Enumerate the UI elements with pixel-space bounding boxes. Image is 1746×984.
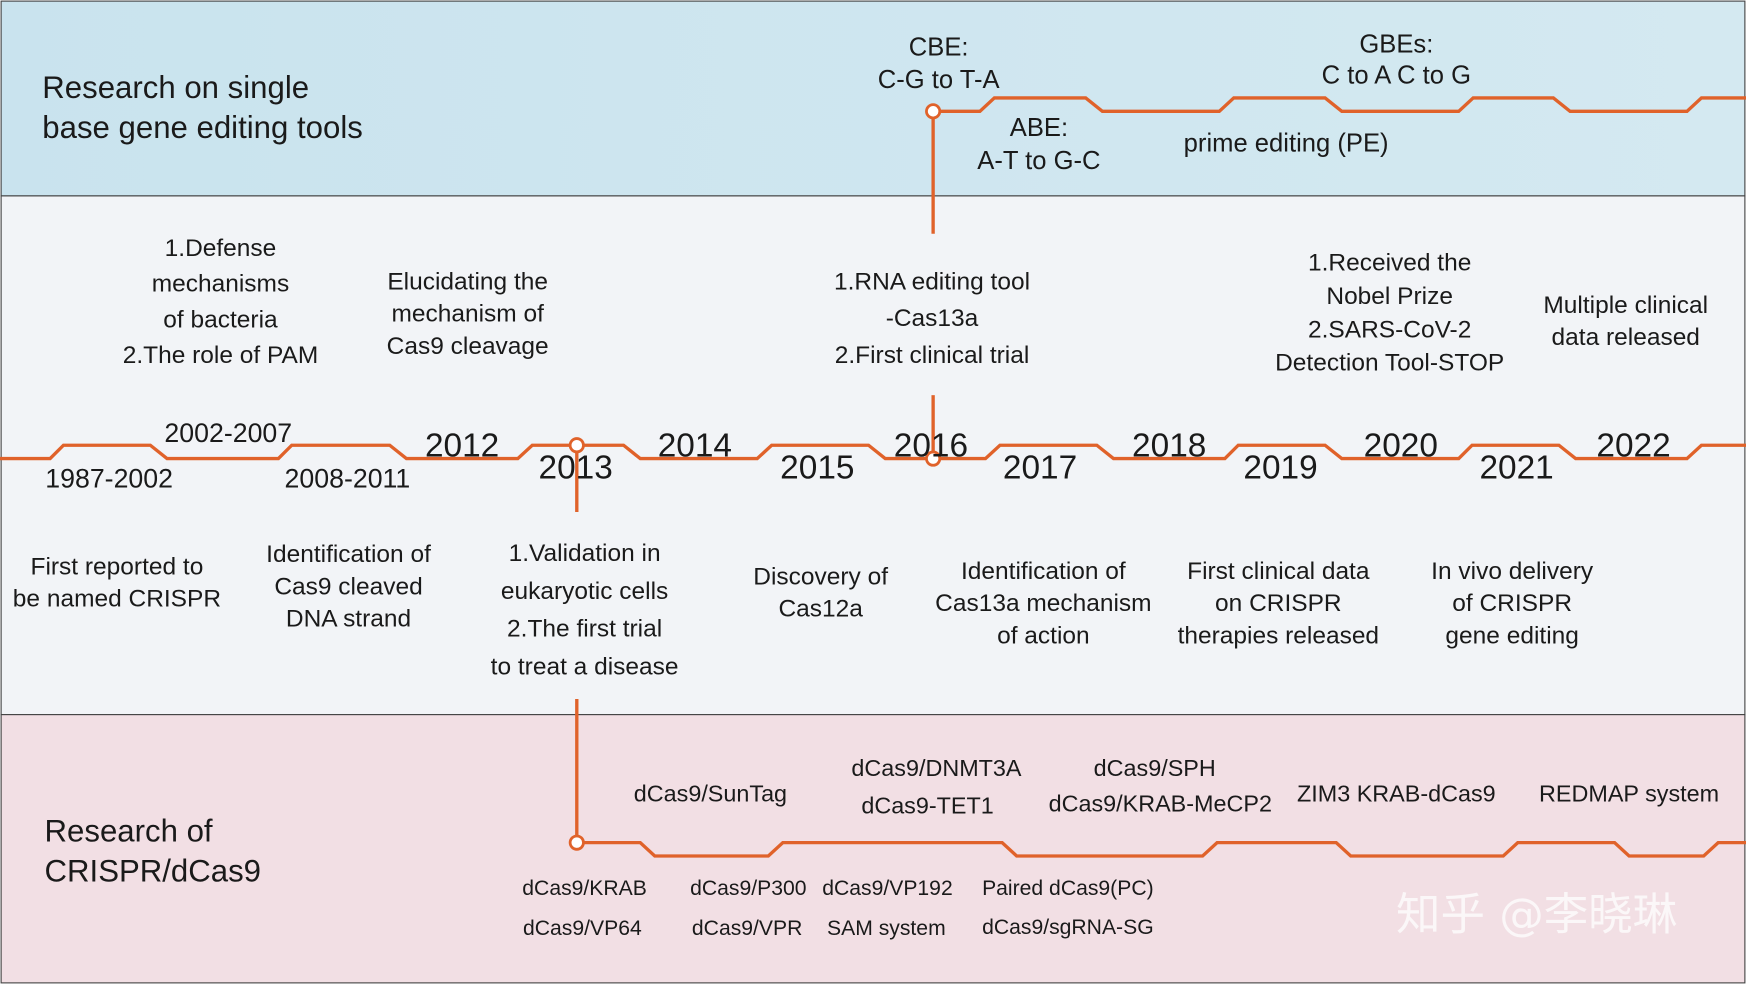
timeline-lines xyxy=(0,96,1746,858)
top-event: prime editing (PE) xyxy=(1184,129,1389,157)
period-label: 2008-2011 xyxy=(285,464,411,494)
period-label: 2016 xyxy=(894,427,968,464)
event-above: 1.Defense xyxy=(165,235,277,262)
top-event: GBEs: xyxy=(1359,30,1433,58)
timeline-nodes xyxy=(568,103,942,851)
tool-below: dCas9/KRAB xyxy=(522,877,647,900)
tool-above: ZIM3 KRAB-dCas9 xyxy=(1297,780,1496,806)
watermark: 知乎 @李晓琳 xyxy=(1396,888,1677,940)
tool-below: dCas9/VPR xyxy=(692,917,802,940)
event-above: mechanisms xyxy=(152,271,289,298)
tool-above: REDMAP system xyxy=(1539,780,1719,806)
tool-below: dCas9/sgRNA-SG xyxy=(982,916,1154,939)
event-below: Cas12a xyxy=(778,596,863,623)
event-below: Identification of xyxy=(961,558,1126,585)
top-event: CBE: xyxy=(909,34,969,62)
event-below: therapies released xyxy=(1178,622,1379,649)
event-above: Nobel Prize xyxy=(1326,283,1453,310)
period-label: 2002-2007 xyxy=(164,418,292,448)
period-label: 2022 xyxy=(1596,427,1670,464)
tool-above: dCas9/DNMT3A xyxy=(851,755,1022,781)
period-label: 2018 xyxy=(1132,427,1206,464)
event-above: Detection Tool-STOP xyxy=(1275,350,1504,377)
period-label: 2019 xyxy=(1243,450,1317,487)
top-event: ABE: xyxy=(1010,114,1068,142)
section-title: base gene editing tools xyxy=(42,110,363,145)
tool-below: dCas9/P300 xyxy=(690,877,806,900)
event-below: DNA strand xyxy=(286,606,411,633)
event-above: Elucidating the xyxy=(387,268,548,295)
period-label: 2013 xyxy=(539,450,613,487)
tool-above: dCas9/SunTag xyxy=(634,780,787,806)
tool-below: Paired dCas9(PC) xyxy=(982,877,1154,900)
event-below: be named CRISPR xyxy=(13,586,221,613)
top-band xyxy=(0,0,1746,197)
event-below: of CRISPR xyxy=(1452,590,1572,617)
event-below: In vivo delivery xyxy=(1431,558,1594,585)
event-above: 2.First clinical trial xyxy=(835,342,1030,369)
period-label: 2014 xyxy=(658,427,732,464)
top-event: A-T to G-C xyxy=(977,147,1100,175)
period-label: 2017 xyxy=(1003,450,1077,487)
tool-above: dCas9/SPH xyxy=(1094,755,1216,781)
event-below: eukaryotic cells xyxy=(501,578,668,605)
event-above: 2.SARS-CoV-2 xyxy=(1308,316,1471,343)
event-below: Discovery of xyxy=(753,563,888,590)
event-above: data released xyxy=(1552,324,1700,351)
event-above: 1.Received the xyxy=(1308,249,1471,276)
middle-band xyxy=(0,195,1746,716)
event-above: 1.RNA editing tool xyxy=(834,268,1030,295)
event-below: gene editing xyxy=(1445,622,1578,649)
event-below: Identification of xyxy=(266,541,431,568)
top-event: C to A C to G xyxy=(1322,61,1471,89)
event-above: -Cas13a xyxy=(886,305,979,332)
event-below: to treat a disease xyxy=(491,654,679,681)
top-event: C-G to T-A xyxy=(878,66,1001,94)
event-above: Multiple clinical xyxy=(1543,292,1708,319)
event-above: mechanism of xyxy=(391,301,544,328)
section-title: Research on single xyxy=(42,70,309,105)
bottom-band xyxy=(0,714,1746,984)
section-title: CRISPR/dCas9 xyxy=(45,854,261,889)
event-below: of action xyxy=(997,622,1090,649)
tool-below: dCas9/VP64 xyxy=(523,917,642,940)
event-below: on CRISPR xyxy=(1215,590,1342,617)
period-label: 2012 xyxy=(425,427,499,464)
tool-above: dCas9/KRAB-MeCP2 xyxy=(1049,790,1272,816)
event-below: First clinical data xyxy=(1187,558,1370,585)
tool-above: dCas9-TET1 xyxy=(861,793,993,819)
period-label: 1987-2002 xyxy=(45,464,173,494)
event-above: Cas9 cleavage xyxy=(387,333,549,360)
section-title: Research of xyxy=(45,814,213,849)
tool-below: dCas9/VP192 xyxy=(822,877,952,900)
event-below: Cas9 cleaved xyxy=(274,573,422,600)
period-label: 2021 xyxy=(1479,450,1553,487)
event-below: 2.The first trial xyxy=(507,616,662,643)
event-below: Cas13a mechanism xyxy=(935,590,1151,617)
event-above: 2.The role of PAM xyxy=(123,342,319,369)
event-below: 1.Validation in xyxy=(509,540,661,567)
tool-below: SAM system xyxy=(827,917,946,940)
period-label: 2020 xyxy=(1364,427,1438,464)
period-label: 2015 xyxy=(780,450,854,487)
event-above: of bacteria xyxy=(163,306,278,333)
event-below: First reported to xyxy=(30,553,203,580)
